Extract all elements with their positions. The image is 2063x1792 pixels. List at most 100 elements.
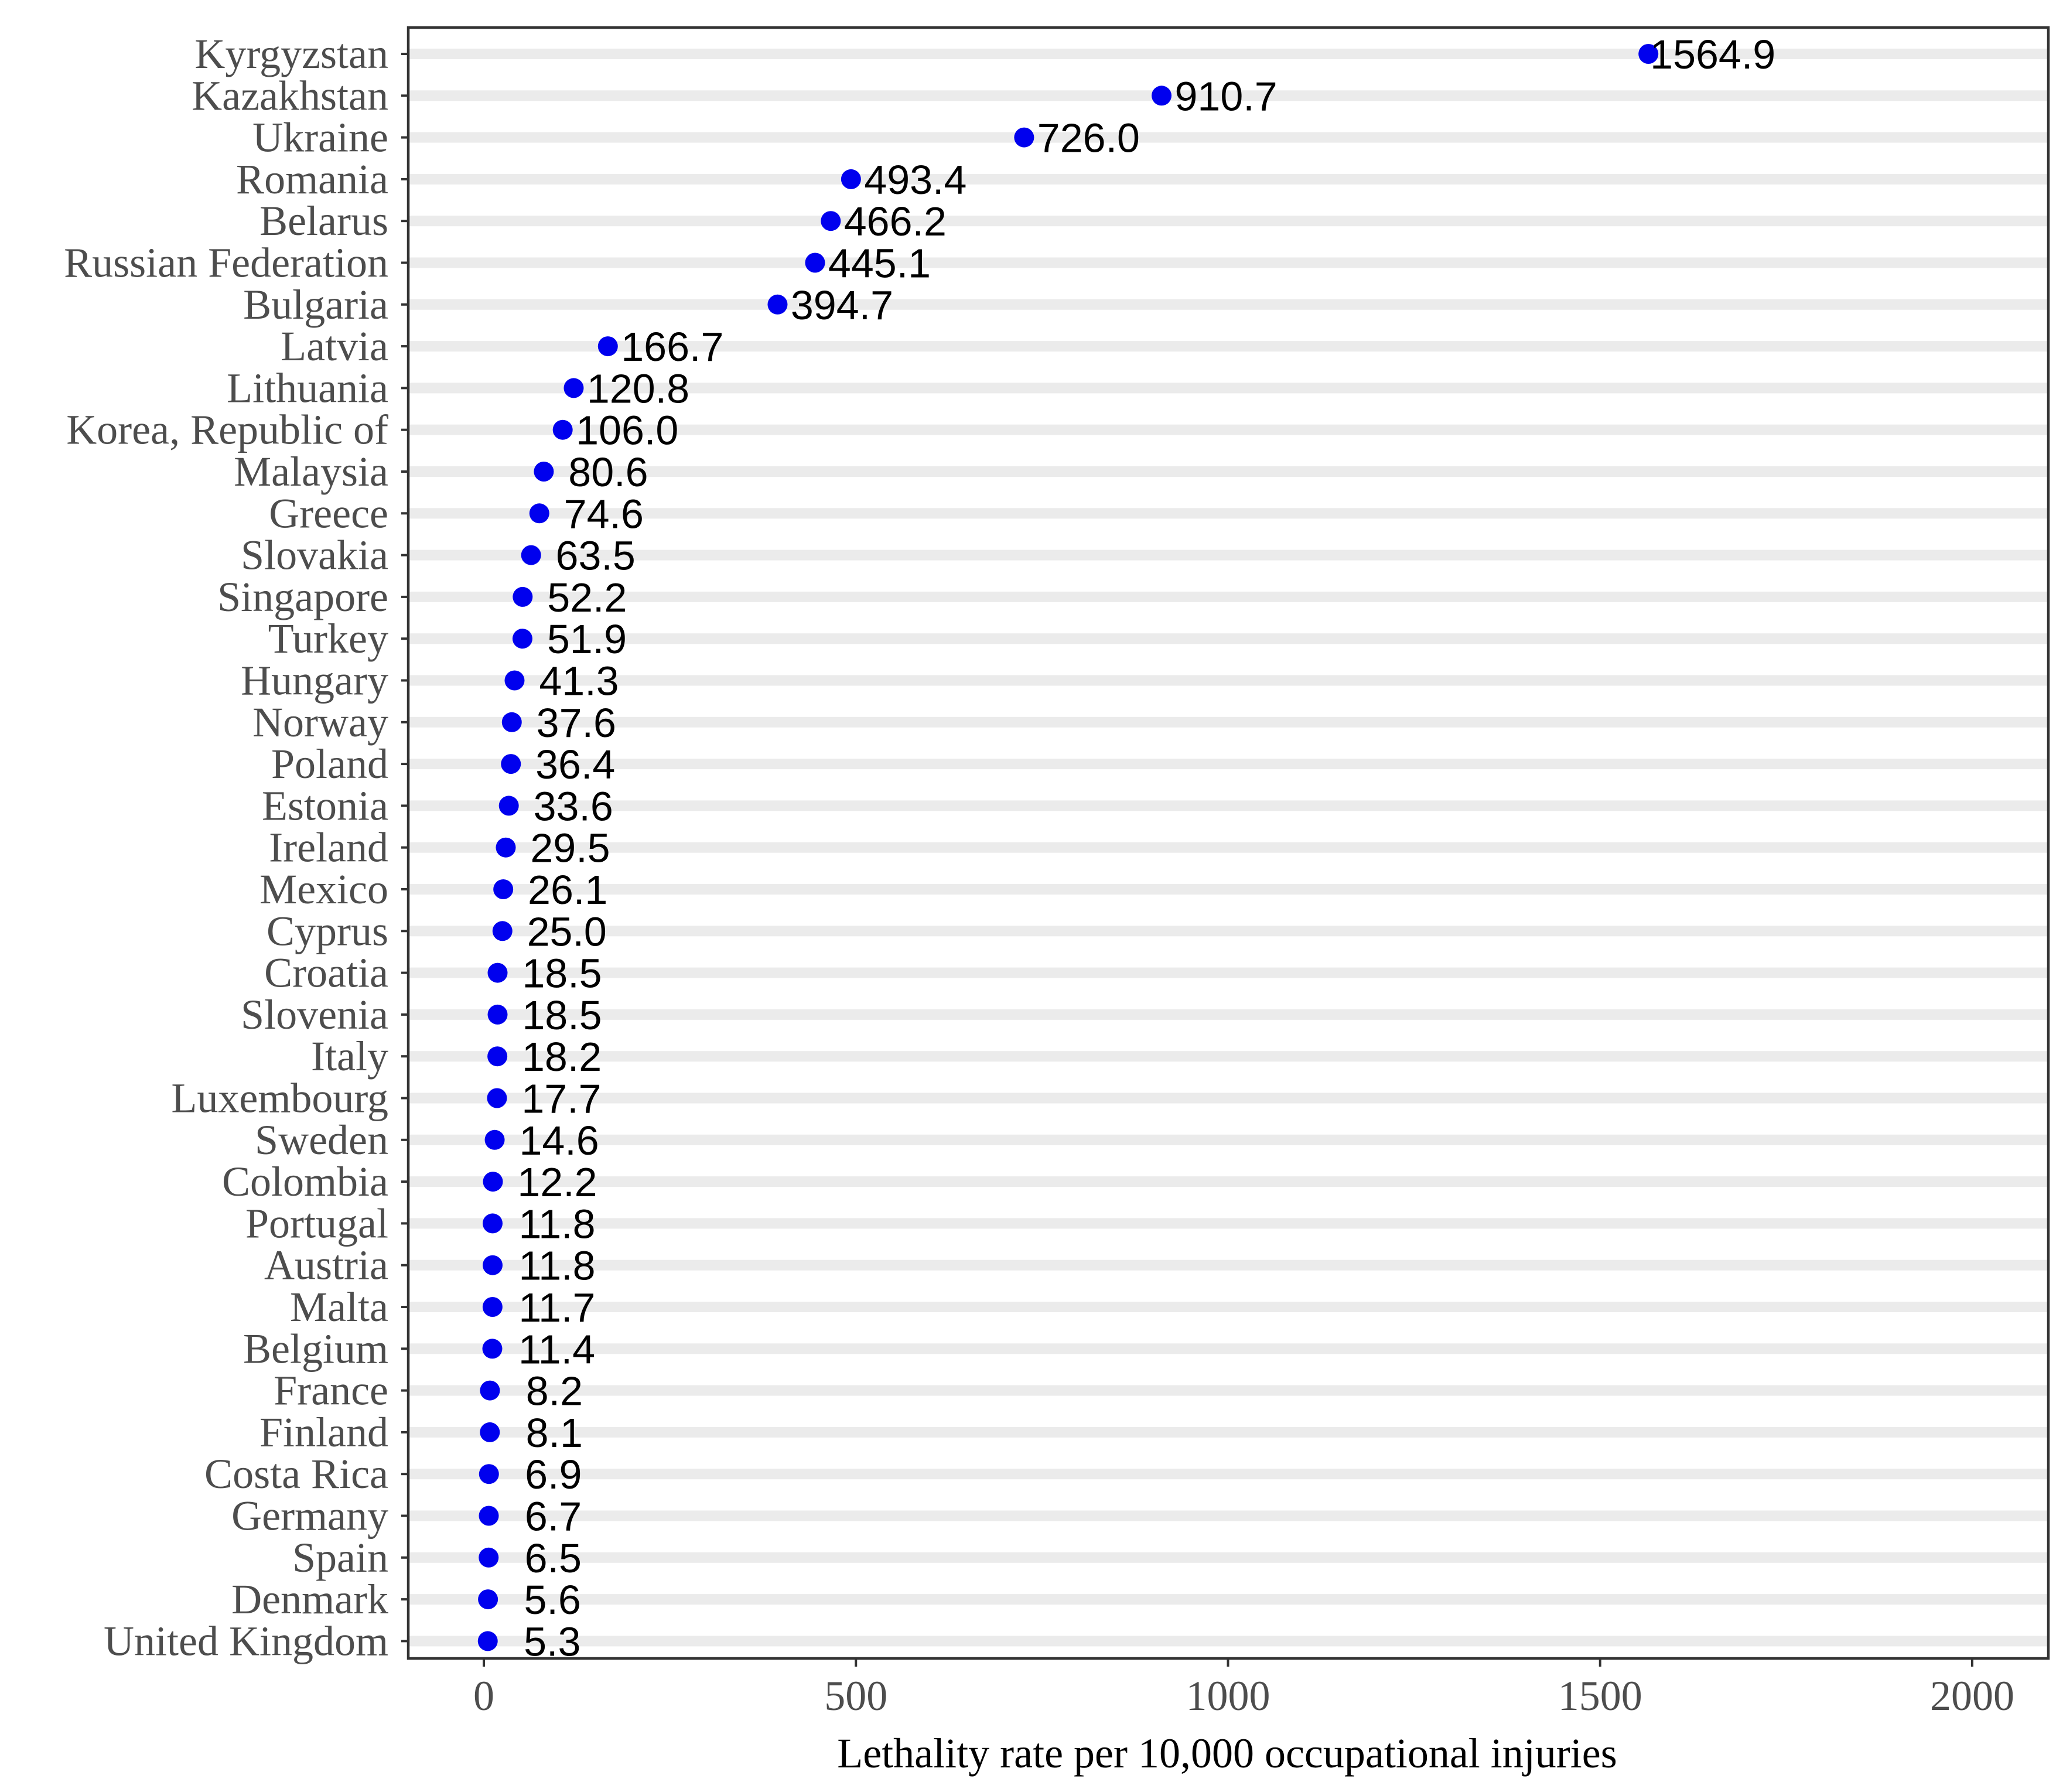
grid-stripe [409, 216, 2047, 227]
grid-stripe [409, 1009, 2047, 1020]
data-point [479, 1464, 499, 1484]
data-point [529, 503, 549, 524]
data-point [482, 1297, 503, 1317]
country-label: Ireland [269, 824, 388, 871]
data-point [480, 1422, 500, 1442]
data-point [477, 1631, 498, 1651]
grid-stripe [409, 884, 2047, 895]
x-tick-label: 1500 [1558, 1672, 1642, 1719]
country-label: Kazakhstan [192, 72, 388, 119]
country-label: Sweden [255, 1117, 388, 1163]
grid-stripe [409, 383, 2047, 394]
data-point [487, 1088, 507, 1108]
value-label: 18.5 [522, 951, 602, 996]
country-label: Poland [271, 740, 388, 787]
grid-stripe [409, 1093, 2047, 1104]
grid-stripe [409, 1385, 2047, 1396]
country-label: Greece [269, 490, 388, 537]
grid-stripe [409, 1426, 2047, 1438]
country-label: Romania [236, 156, 388, 203]
value-label: 5.6 [524, 1577, 580, 1623]
country-label: Finland [259, 1409, 388, 1456]
country-label: Portugal [245, 1200, 388, 1247]
value-label: 51.9 [547, 616, 627, 662]
value-label: 6.5 [525, 1535, 582, 1581]
country-label: Lithuania [227, 364, 388, 411]
value-label: 37.6 [537, 700, 616, 746]
country-label: Korea, Republic of [66, 407, 388, 453]
data-point [513, 586, 533, 607]
data-point [501, 712, 522, 732]
grid-stripe [409, 173, 2047, 185]
data-point [487, 1046, 508, 1067]
country-label: Germany [231, 1493, 388, 1540]
data-point [496, 837, 516, 858]
value-label: 74.6 [564, 491, 644, 537]
country-label: Luxembourg [171, 1075, 388, 1122]
value-label: 80.6 [568, 449, 648, 495]
data-point [767, 294, 788, 315]
data-point [1014, 127, 1034, 148]
grid-stripe [409, 716, 2047, 728]
country-label: France [274, 1367, 388, 1414]
country-label: Belgium [243, 1325, 388, 1372]
data-point [805, 252, 825, 273]
data-point [482, 1213, 503, 1234]
country-label: Austria [264, 1242, 388, 1289]
panel-border [407, 26, 2050, 1660]
grid-stripe [409, 1469, 2047, 1480]
data-points [477, 44, 1659, 1651]
value-label: 63.5 [556, 533, 636, 579]
value-label: 166.7 [621, 324, 723, 370]
data-point [534, 462, 554, 482]
data-point [479, 1547, 499, 1568]
value-label: 394.7 [791, 282, 893, 328]
country-label: Bulgaria [243, 281, 388, 328]
value-label: 52.2 [547, 575, 627, 620]
data-point [479, 1506, 499, 1526]
value-label: 445.1 [828, 241, 931, 286]
grid-stripe [409, 675, 2047, 686]
grid-stripe [409, 1302, 2047, 1312]
country-label: Colombia [222, 1158, 388, 1205]
data-point [487, 962, 508, 983]
value-label: 5.3 [524, 1619, 580, 1664]
data-point [480, 1380, 500, 1401]
data-point [1152, 86, 1172, 106]
data-point [492, 921, 513, 941]
grid-stripe [409, 508, 2047, 519]
value-label: 493.4 [864, 157, 966, 203]
country-label: Turkey [268, 615, 388, 662]
grid-stripe [409, 1552, 2047, 1563]
x-tick-label: 0 [473, 1672, 494, 1719]
grid-stripe [409, 842, 2047, 853]
country-label: United Kingdom [104, 1617, 388, 1664]
country-label: Mexico [259, 866, 388, 913]
value-label: 8.2 [526, 1368, 583, 1414]
country-label: Estonia [262, 782, 388, 829]
country-label: Latvia [281, 323, 388, 370]
grid-stripe [409, 341, 2047, 352]
data-point [821, 211, 841, 231]
data-point [484, 1129, 505, 1150]
value-label: 11.8 [518, 1243, 595, 1289]
country-label: Russian Federation [64, 240, 388, 286]
data-point [552, 419, 573, 440]
grid-stripe [409, 1051, 2047, 1062]
data-point [512, 629, 532, 649]
grid-stripe [409, 1176, 2047, 1187]
data-point [501, 754, 521, 774]
x-axis-title: Lethality rate per 10,000 occupational i… [837, 1730, 1617, 1777]
x-axis: 0 500 1000 1500 2000 [401, 53, 2014, 1719]
value-label: 8.1 [526, 1410, 583, 1456]
x-tick-label: 500 [824, 1672, 887, 1719]
country-label: Malaysia [234, 448, 388, 495]
value-label: 466.2 [844, 199, 947, 244]
grid-stripe [409, 1343, 2047, 1354]
value-label: 41.3 [539, 658, 619, 704]
value-label: 11.7 [518, 1285, 595, 1330]
country-label: Malta [290, 1284, 388, 1330]
grid-stripe [409, 967, 2047, 978]
grid-stripe [409, 299, 2047, 310]
